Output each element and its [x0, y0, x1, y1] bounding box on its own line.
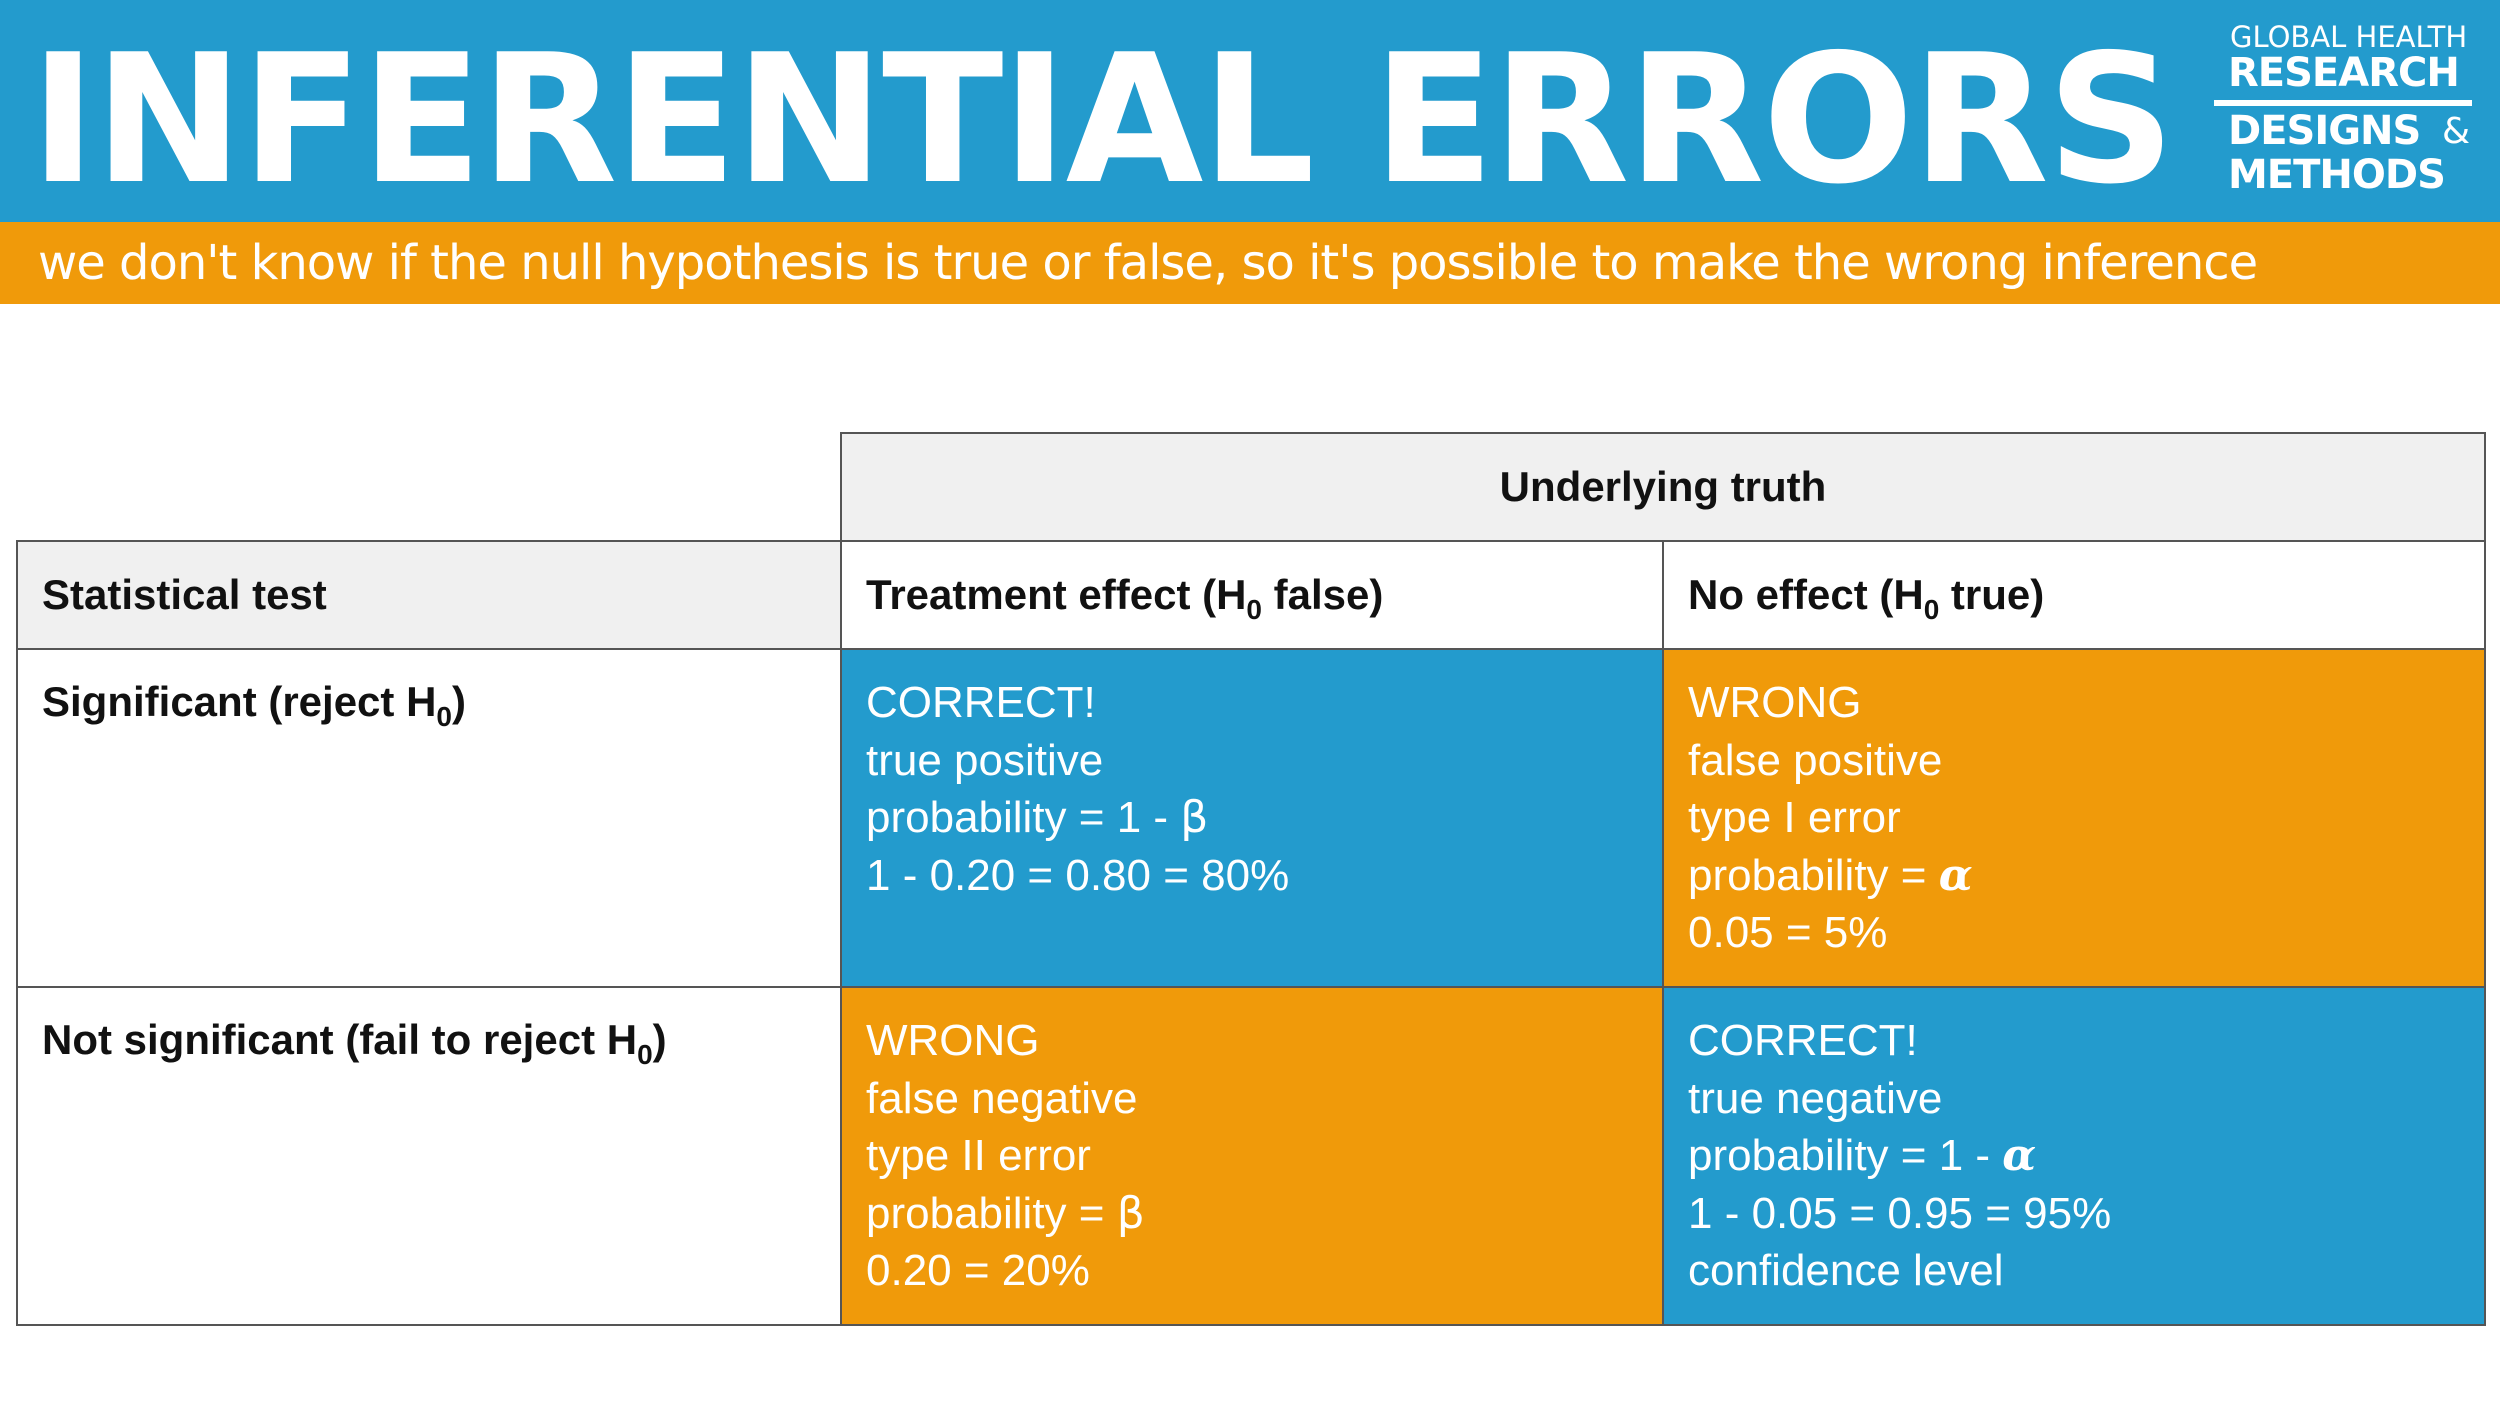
- truth-header-cell: Underlying truth: [840, 432, 2486, 542]
- cell-error-type: type II error: [866, 1131, 1091, 1180]
- cell-true-positive: CORRECT! true positive probability = 1 -…: [840, 648, 1664, 988]
- beta-symbol: β: [1180, 792, 1209, 843]
- column-header-treatment-label: Treatment effect (H0 false): [866, 571, 1384, 625]
- page-subtitle: we don't know if the null hypothesis is …: [38, 235, 2258, 291]
- cell-calculation: 0.20 = 20%: [866, 1246, 1090, 1295]
- cell-outcome: false positive: [1688, 735, 1943, 785]
- cell-error-type: type I error: [1688, 793, 1901, 842]
- alpha-symbol: α: [2002, 1130, 2037, 1181]
- logo-divider: [2214, 100, 2472, 106]
- beta-symbol: β: [1116, 1187, 1145, 1239]
- logo-ampersand: &: [2442, 111, 2471, 152]
- cell-confidence-level: confidence level: [1688, 1246, 2004, 1295]
- logo-line-global-health: GLOBAL HEALTH: [2230, 20, 2468, 54]
- cell-calculation: 1 - 0.05 = 0.95 = 95%: [1688, 1188, 2112, 1238]
- cell-status: CORRECT!: [866, 678, 1096, 727]
- alpha-symbol: α: [1938, 849, 1973, 901]
- subtitle-banner: we don't know if the null hypothesis is …: [0, 222, 2500, 304]
- cell-status: WRONG: [866, 1016, 1040, 1065]
- row-label-significant: Significant (reject H0): [16, 648, 842, 988]
- row-header-cell: Statistical test: [16, 540, 842, 650]
- cell-calculation: 1 - 0.20 = 0.80 = 80%: [866, 850, 1290, 900]
- row-header-label: Statistical test: [42, 571, 327, 618]
- truth-header-label: Underlying truth: [1499, 463, 1827, 510]
- page-title: INFERENTIAL ERRORS: [30, 16, 2175, 223]
- cell-true-negative: CORRECT! true negative probability = 1 -…: [1662, 986, 2486, 1326]
- logo-line-research: RESEARCH: [2228, 50, 2460, 96]
- cell-false-positive: WRONG false positive type I error probab…: [1662, 648, 2486, 988]
- column-header-treatment-effect: Treatment effect (H0 false): [840, 540, 1664, 650]
- cell-probability: probability = 1 - α: [1688, 1130, 2037, 1181]
- cell-probability: probability = α: [1688, 849, 1973, 901]
- cell-outcome: true negative: [1688, 1073, 1943, 1123]
- column-header-no-effect-label: No effect (H0 true): [1688, 571, 2045, 625]
- title-banner: INFERENTIAL ERRORS GLOBAL HEALTH RESEARC…: [0, 0, 2500, 222]
- cell-false-negative: WRONG false negative type II error proba…: [840, 986, 1664, 1326]
- cell-calculation: 0.05 = 5%: [1688, 908, 1888, 957]
- cell-probability: probability = β: [866, 1187, 1145, 1239]
- cell-outcome: true positive: [866, 735, 1104, 785]
- column-header-no-effect: No effect (H0 true): [1662, 540, 2486, 650]
- logo-line-designs: DESIGNS: [2228, 108, 2421, 154]
- row-label-significant-text: Significant (reject H0): [42, 678, 466, 732]
- cell-probability: probability = 1 - β: [866, 792, 1209, 843]
- logo: GLOBAL HEALTH RESEARCH DESIGNS & METHODS: [2214, 20, 2474, 205]
- logo-line-methods: METHODS: [2228, 152, 2446, 198]
- row-label-not-significant: Not significant (fail to reject H0): [16, 986, 842, 1326]
- row-label-not-significant-text: Not significant (fail to reject H0): [42, 1016, 667, 1070]
- cell-status: WRONG: [1688, 678, 1862, 727]
- cell-outcome: false negative: [866, 1073, 1138, 1123]
- cell-status: CORRECT!: [1688, 1016, 1918, 1065]
